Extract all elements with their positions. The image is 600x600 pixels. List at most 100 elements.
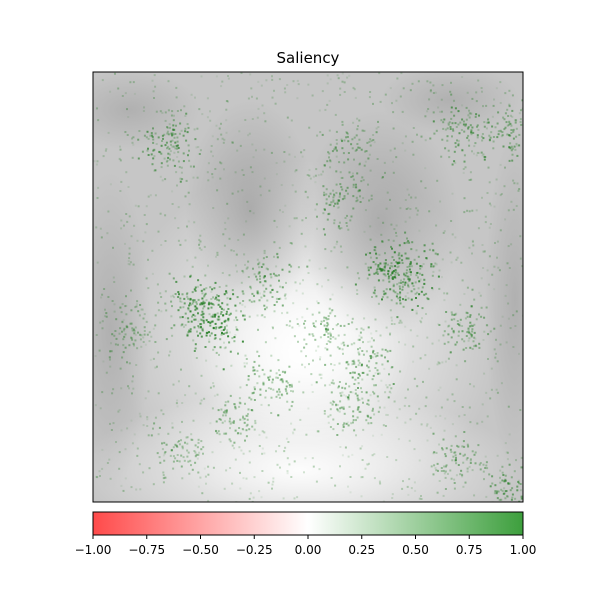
saliency-pixel	[521, 265, 523, 268]
saliency-pixel	[424, 167, 427, 170]
saliency-pixel	[528, 124, 530, 126]
saliency-pixel	[485, 461, 488, 464]
saliency-pixel	[253, 388, 256, 391]
saliency-pixel	[391, 270, 394, 273]
saliency-pixel	[475, 154, 478, 157]
saliency-pixel	[271, 378, 274, 381]
saliency-pixel	[503, 118, 506, 121]
saliency-pixel	[180, 368, 182, 371]
saliency-pixel	[309, 177, 312, 180]
saliency-pixel	[221, 80, 224, 83]
saliency-pixel	[389, 149, 392, 152]
saliency-pixel	[408, 278, 411, 281]
saliency-pixel	[437, 469, 439, 472]
saliency-pixel	[509, 142, 512, 145]
saliency-pixel	[364, 467, 367, 470]
saliency-pixel	[479, 294, 482, 297]
saliency-pixel	[458, 321, 461, 324]
saliency-pixel	[368, 153, 371, 156]
saliency-pixel	[394, 291, 397, 294]
saliency-pixel	[243, 365, 246, 368]
saliency-pixel	[454, 458, 457, 461]
saliency-pixel	[381, 176, 384, 179]
saliency-pixel	[103, 288, 106, 290]
saliency-pixel	[462, 454, 465, 457]
saliency-pixel	[307, 272, 310, 274]
saliency-pixel	[251, 171, 254, 174]
saliency-pixel	[267, 404, 270, 407]
saliency-pixel	[382, 221, 385, 224]
saliency-pixel	[375, 252, 377, 255]
saliency-pixel	[278, 388, 281, 391]
saliency-pixel	[423, 250, 426, 253]
saliency-pixel	[205, 299, 208, 302]
saliency-pixel	[384, 348, 387, 351]
saliency-pixel	[409, 263, 412, 266]
saliency-pixel	[430, 265, 433, 268]
saliency-pixel	[329, 160, 332, 163]
saliency-pixel	[433, 464, 436, 467]
saliency-pixel	[440, 406, 443, 409]
saliency-pixel	[99, 227, 102, 230]
saliency-pixel	[527, 496, 529, 498]
saliency-pixel	[260, 84, 263, 87]
saliency-pixel	[227, 77, 230, 80]
saliency-pixel	[166, 159, 169, 162]
saliency-pixel	[409, 89, 412, 92]
saliency-pixel	[481, 133, 484, 135]
saliency-pixel	[469, 458, 472, 461]
saliency-pixel	[200, 314, 203, 316]
saliency-pixel	[329, 401, 332, 404]
saliency-pixel	[377, 265, 380, 268]
saliency-pixel	[510, 149, 513, 152]
saliency-pixel	[242, 292, 245, 295]
saliency-pixel	[191, 291, 194, 294]
saliency-pixel	[404, 343, 407, 346]
saliency-pixel	[264, 308, 267, 311]
saliency-pixel	[256, 278, 259, 281]
saliency-pixel	[390, 319, 393, 322]
saliency-pixel	[443, 292, 446, 295]
saliency-pixel	[123, 335, 126, 338]
saliency-pixel	[207, 465, 210, 468]
saliency-pixel	[219, 441, 222, 443]
saliency-pixel	[383, 367, 386, 370]
saliency-pixel	[462, 123, 465, 126]
saliency-pixel	[415, 412, 418, 415]
saliency-pixel	[325, 330, 328, 333]
saliency-pixel	[145, 136, 148, 139]
saliency-pixel	[177, 380, 180, 383]
saliency-pixel	[175, 444, 178, 447]
saliency-pixel	[369, 91, 372, 93]
saliency-pixel	[506, 133, 509, 136]
saliency-pixel	[255, 275, 258, 278]
saliency-pixel	[243, 318, 246, 321]
saliency-pixel	[239, 418, 242, 421]
saliency-pixel	[115, 441, 117, 443]
saliency-pixel	[318, 468, 321, 471]
saliency-pixel	[210, 150, 213, 153]
saliency-pixel	[225, 409, 228, 412]
saliency-pixel	[510, 145, 513, 148]
saliency-pixel	[212, 348, 215, 351]
saliency-pixel	[471, 126, 474, 129]
saliency-pixel	[443, 230, 446, 233]
saliency-pixel	[262, 263, 265, 266]
saliency-pixel	[281, 379, 284, 382]
saliency-pixel	[205, 482, 207, 485]
saliency-pixel	[242, 416, 244, 419]
saliency-pixel	[451, 393, 454, 396]
saliency-pixel	[398, 408, 401, 411]
saliency-pixel	[246, 418, 249, 421]
saliency-pixel	[372, 407, 374, 410]
saliency-pixel	[327, 151, 330, 154]
saliency-pixel	[171, 426, 174, 429]
saliency-pixel	[434, 91, 437, 94]
saliency-pixel	[293, 497, 296, 500]
saliency-pixel	[305, 343, 308, 346]
saliency-pixel	[239, 471, 241, 474]
saliency-pixel	[131, 380, 134, 383]
saliency-pixel	[93, 160, 96, 163]
saliency-pixel	[450, 444, 453, 447]
saliency-pixel	[263, 373, 266, 376]
